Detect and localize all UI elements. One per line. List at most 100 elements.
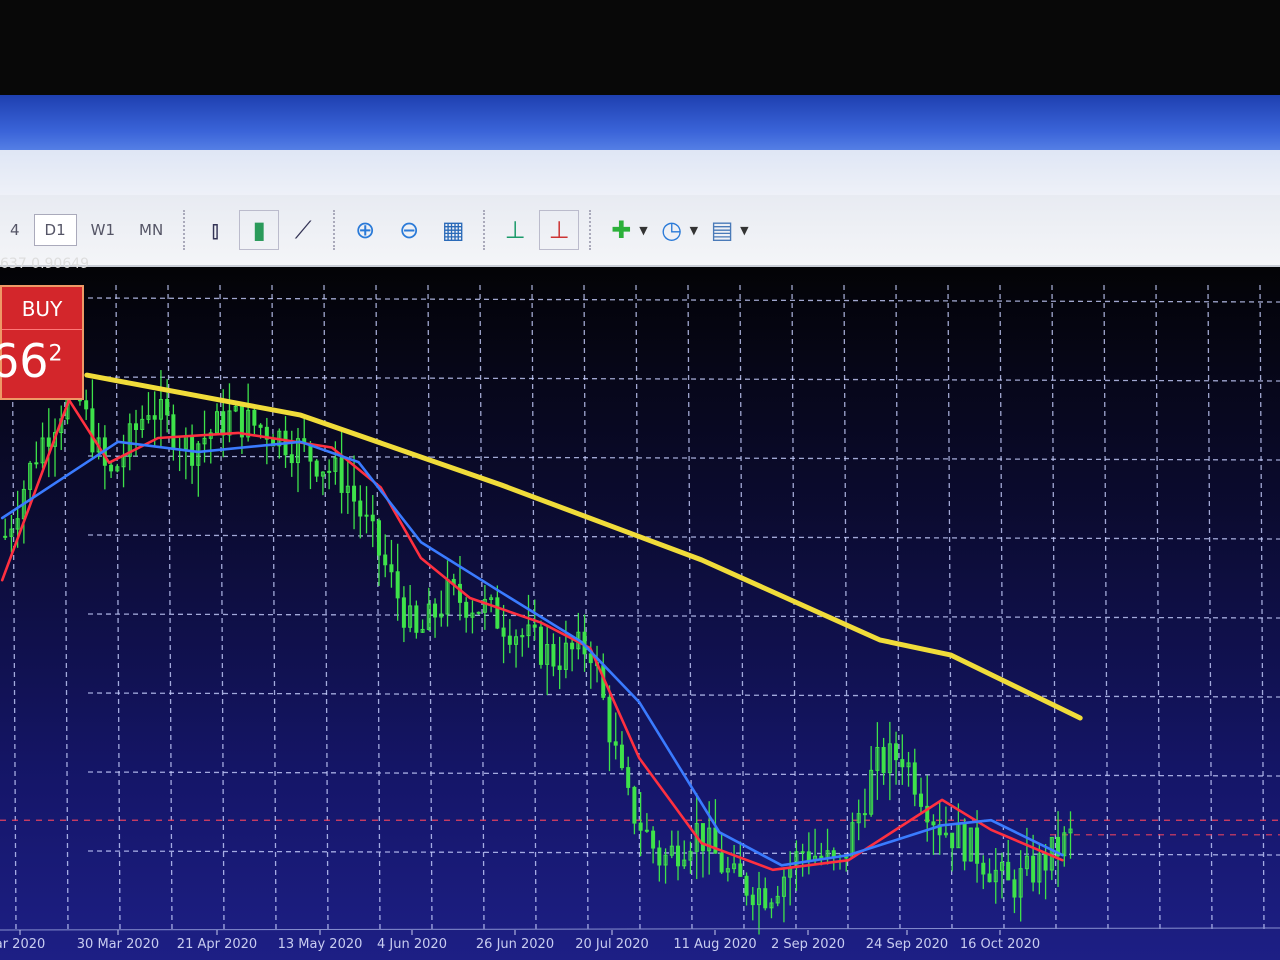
candle-body [651, 830, 656, 849]
candle-body [252, 409, 257, 426]
x-tick-label: 21 Apr 2020 [177, 937, 257, 952]
candle-body [196, 443, 201, 466]
candle-body [345, 485, 350, 493]
candle-body [90, 408, 95, 453]
buy-button[interactable]: BUY 662 [0, 285, 84, 400]
x-tick-label: 11 Aug 2020 [673, 937, 756, 952]
candle-body [134, 423, 139, 430]
candle-body [663, 854, 668, 866]
chart-shift-icon[interactable]: ⊥ [539, 210, 580, 250]
chevron-down-icon[interactable]: ▼ [689, 223, 699, 237]
periods-icon[interactable]: ◷ [661, 216, 683, 244]
candle-body [950, 832, 955, 849]
candle-body [526, 624, 531, 637]
x-tick-label: 16 Oct 2020 [960, 937, 1040, 952]
x-tick-label: 20 Jul 2020 [575, 937, 649, 952]
candle-body [1031, 855, 1036, 883]
candle-body [775, 895, 780, 904]
chevron-down-icon[interactable]: ▼ [740, 223, 749, 237]
candle-body [1068, 828, 1073, 834]
grid-line-horizontal [87, 613, 1280, 619]
candle-body [333, 457, 338, 472]
candle-body [831, 850, 836, 857]
candle-body [738, 863, 743, 877]
candle-body [750, 894, 755, 906]
bar-chart-icon[interactable]: ⫾ [211, 216, 220, 244]
buy-price-pip: 2 [48, 341, 63, 367]
candle-body [981, 862, 986, 875]
candle-body [3, 535, 8, 538]
candle-body [501, 627, 506, 637]
monitor-bezel [0, 0, 1280, 95]
candle-body [1043, 853, 1048, 871]
line-chart-icon[interactable]: ⟋ [294, 216, 312, 244]
candle-body [769, 902, 774, 909]
tile-windows-icon[interactable]: ▦ [441, 216, 465, 244]
chevron-down-icon[interactable]: ▼ [639, 223, 648, 237]
candle-body [115, 466, 120, 472]
candle-body [233, 405, 238, 412]
toolbar-divider [589, 210, 592, 250]
candle-body [457, 583, 462, 603]
candle-body [557, 665, 562, 670]
grid-line-vertical [531, 284, 537, 931]
candle-body [140, 418, 145, 430]
grid-line-horizontal [87, 297, 1280, 303]
grid-line-vertical [323, 284, 329, 931]
candle-body [514, 636, 519, 645]
grid-line-vertical [375, 284, 381, 931]
grid-line-horizontal [87, 455, 1280, 461]
candle-body [676, 845, 681, 867]
candle-body [538, 626, 543, 665]
candle-body [632, 786, 637, 824]
auto-scroll-icon[interactable]: ⊥ [504, 216, 526, 244]
timeframe-d1[interactable]: D1 [33, 214, 77, 246]
zoom-out-icon[interactable]: ⊖ [399, 216, 420, 244]
toolbar-divider [483, 210, 486, 250]
candle-body [314, 460, 319, 477]
candle-body [520, 635, 525, 638]
zoom-in-icon[interactable]: ⊕ [355, 216, 376, 244]
x-tick-label: 4 Jun 2020 [377, 937, 447, 952]
candle-body [9, 528, 14, 537]
grid-line-vertical [1103, 284, 1109, 931]
x-tick-label: 26 Jun 2020 [476, 937, 554, 952]
candle-body [638, 822, 643, 831]
ma-mid-line [0, 440, 1064, 867]
grid-line-vertical [687, 284, 693, 931]
candle-body [619, 744, 624, 769]
candle-body [227, 410, 232, 436]
indicators-icon[interactable]: ✚ [611, 216, 632, 244]
timeframe-w1[interactable]: W1 [90, 221, 116, 239]
grid-line-horizontal [87, 376, 1280, 382]
timeframe-h4[interactable]: 4 [10, 221, 20, 239]
candlestick-icon[interactable]: ▮ [239, 210, 280, 250]
candle-body [806, 851, 811, 862]
candle-body [420, 628, 425, 633]
grid-line-vertical [1155, 284, 1161, 931]
menu-panel [0, 150, 1280, 195]
candle-body [725, 868, 730, 873]
candle-body [875, 746, 880, 771]
candle-body [688, 850, 693, 861]
candle-body [464, 601, 469, 618]
grid-line-horizontal [87, 692, 1280, 698]
candle-body [376, 520, 381, 556]
timeframe-mn[interactable]: MN [139, 221, 164, 239]
grid-line-horizontal [87, 534, 1280, 540]
candle-body [1062, 832, 1067, 857]
candle-body [707, 827, 712, 852]
candle-body [551, 644, 556, 667]
x-tick-label: 24 Sep 2020 [866, 937, 948, 952]
templates-icon[interactable]: ▤ [710, 216, 734, 244]
candle-body [962, 823, 967, 862]
grid-line-vertical [271, 284, 277, 931]
grid-line-vertical [843, 284, 849, 931]
buy-price-main: 66 [0, 334, 49, 388]
candle-body [28, 462, 33, 490]
buy-label: BUY [2, 287, 82, 330]
candle-body [389, 564, 394, 573]
candle-body [426, 603, 431, 630]
candle-body [408, 605, 413, 628]
